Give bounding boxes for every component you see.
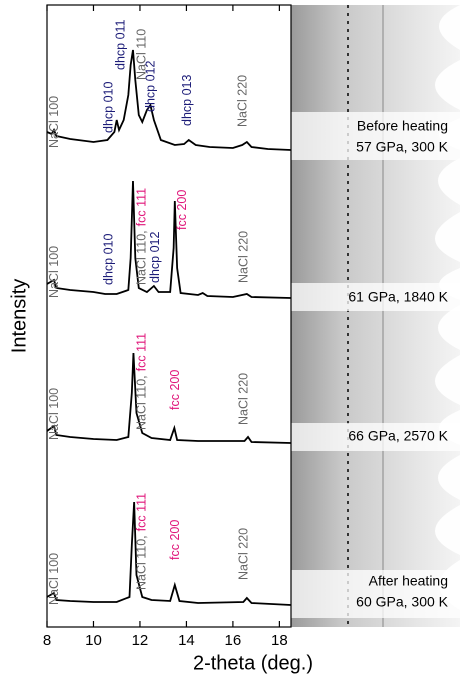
- peak-label-part: NaCl 110,: [135, 375, 149, 430]
- peak-label: dhcp 010: [102, 234, 116, 285]
- peak-label: dhcp 012: [149, 232, 163, 283]
- x-tick-label: 12: [132, 632, 149, 649]
- diffraction-images: [291, 5, 460, 627]
- peak-label: dhcp 010: [102, 82, 116, 133]
- peak-label: fcc 200: [175, 190, 189, 230]
- peak-label: NaCl 220: [237, 373, 251, 425]
- x-tick-label: 10: [85, 632, 102, 649]
- xrd-pattern: [47, 50, 291, 150]
- peak-label-part: NaCl 110,: [135, 535, 149, 590]
- peak-label-part: fcc 200: [175, 190, 189, 230]
- xrd-pattern: [47, 181, 291, 298]
- peak-label: fcc 200: [168, 370, 182, 410]
- peak-label: NaCl 100: [47, 553, 61, 605]
- condition-label: 61 GPa, 1840 K: [348, 289, 448, 305]
- x-tick-label: 18: [271, 632, 288, 649]
- peak-label: NaCl 110, fcc 111: [135, 333, 149, 430]
- condition-label: After heating: [369, 573, 448, 589]
- peak-label-part: fcc 111: [135, 493, 149, 531]
- x-axis-title: 2-theta (deg.): [193, 652, 313, 674]
- peak-label-part: NaCl 220: [237, 373, 251, 425]
- peak-label-part: NaCl 100: [47, 96, 61, 148]
- peak-label: dhcp 012: [144, 61, 158, 112]
- condition-label: Before heating: [357, 118, 448, 134]
- figure: 2-theta (deg.) Intensity 8 10 12 14 16 18 NaCl…: [0, 0, 460, 683]
- x-tick-label: 14: [178, 632, 195, 649]
- peak-label-part: fcc 111: [135, 333, 149, 371]
- peak-label-part: fcc 200: [168, 370, 182, 410]
- y-axis-title: Intensity: [8, 279, 30, 353]
- peak-label-part: NaCl 220: [237, 528, 251, 580]
- peak-label: NaCl 110, fcc 111: [135, 188, 149, 285]
- x-tick-label: 16: [225, 632, 242, 649]
- peak-label: NaCl 100: [47, 388, 61, 440]
- condition-label: 57 GPa, 300 K: [356, 139, 449, 155]
- peak-label-part: fcc 111: [135, 188, 149, 226]
- peak-label: fcc 200: [168, 520, 182, 560]
- peak-label-part: dhcp 010: [102, 82, 116, 133]
- peak-label-part: NaCl 100: [47, 246, 61, 298]
- peak-label-part: dhcp 012: [149, 232, 163, 283]
- peak-label-part: NaCl 100: [47, 553, 61, 605]
- peak-label: NaCl 100: [47, 246, 61, 298]
- condition-label: 66 GPa, 2570 K: [348, 428, 448, 444]
- peak-label-part: dhcp 010: [102, 234, 116, 285]
- peak-label: NaCl 220: [237, 528, 251, 580]
- peak-label: dhcp 013: [180, 75, 194, 126]
- peak-label-part: NaCl 100: [47, 388, 61, 440]
- peak-label-part: dhcp 012: [144, 61, 158, 112]
- peak-label-part: NaCl 110,: [135, 230, 149, 285]
- peak-label-part: dhcp 013: [180, 75, 194, 126]
- peak-label-part: NaCl 220: [237, 231, 251, 283]
- peak-label: NaCl 220: [237, 231, 251, 283]
- peak-label: NaCl 100: [47, 96, 61, 148]
- x-tick-label: 8: [43, 632, 51, 649]
- peak-label: NaCl 220: [236, 75, 250, 127]
- peak-label: NaCl 110, fcc 111: [135, 493, 149, 590]
- peak-label-part: NaCl 220: [236, 75, 250, 127]
- peak-label-part: fcc 200: [168, 520, 182, 560]
- condition-label: 60 GPa, 300 K: [356, 594, 449, 610]
- peak-label: dhcp 011: [114, 19, 128, 70]
- peak-label-part: dhcp 011: [114, 19, 128, 70]
